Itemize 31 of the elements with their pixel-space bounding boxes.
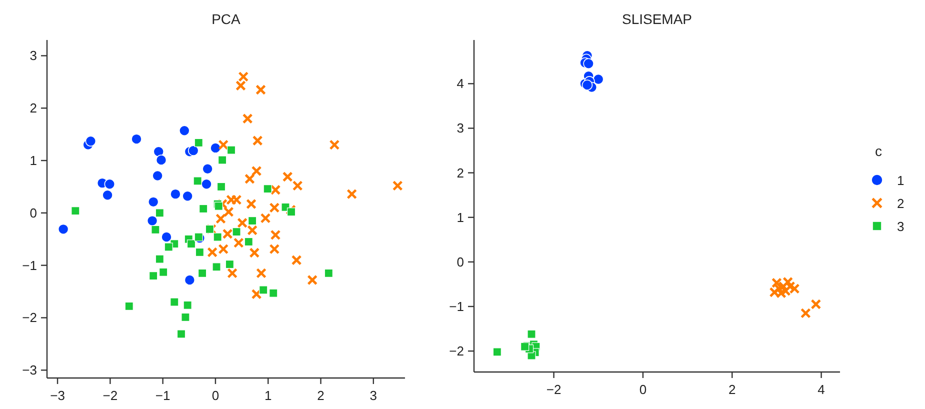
x-tick-label: 2	[317, 388, 324, 403]
x-tick-label: −2	[546, 382, 562, 397]
x-tick-label: 0	[212, 388, 220, 403]
y-tick-label: −1	[449, 298, 464, 314]
y-tick-label: 1	[456, 210, 464, 225]
x-tick-label: 0	[639, 382, 647, 397]
x-tick-label: −3	[50, 388, 65, 403]
x-tick-label: 2	[728, 382, 736, 397]
y-tick-label: −3	[22, 362, 37, 378]
y-tick-label: −1	[22, 258, 37, 273]
y-tick-label: 2	[30, 100, 37, 116]
y-tick-label: 0	[456, 254, 464, 270]
x-tick-label: −2	[102, 388, 118, 403]
x-tick-label: 1	[264, 388, 272, 403]
y-tick-label: 3	[30, 48, 37, 64]
chart-title: PCA	[212, 11, 242, 27]
legend-title: c	[875, 143, 882, 159]
y-tick-label: 4	[456, 76, 464, 92]
y-tick-label: 2	[456, 165, 464, 180]
x-tick-label: 4	[818, 382, 825, 397]
y-tick-label: 0	[30, 205, 37, 220]
legend-label: 3	[897, 219, 904, 234]
y-tick-label: −2	[449, 344, 464, 359]
y-tick-label: 3	[456, 120, 464, 136]
y-tick-label: 1	[30, 153, 37, 168]
x-tick-label: −1	[155, 388, 170, 403]
y-tick-label: −2	[22, 310, 37, 326]
legend-label: 2	[897, 196, 904, 211]
x-tick-label: 3	[370, 388, 378, 403]
legend-label: 1	[897, 173, 904, 188]
chart-title: SLISEMAP	[622, 11, 692, 27]
